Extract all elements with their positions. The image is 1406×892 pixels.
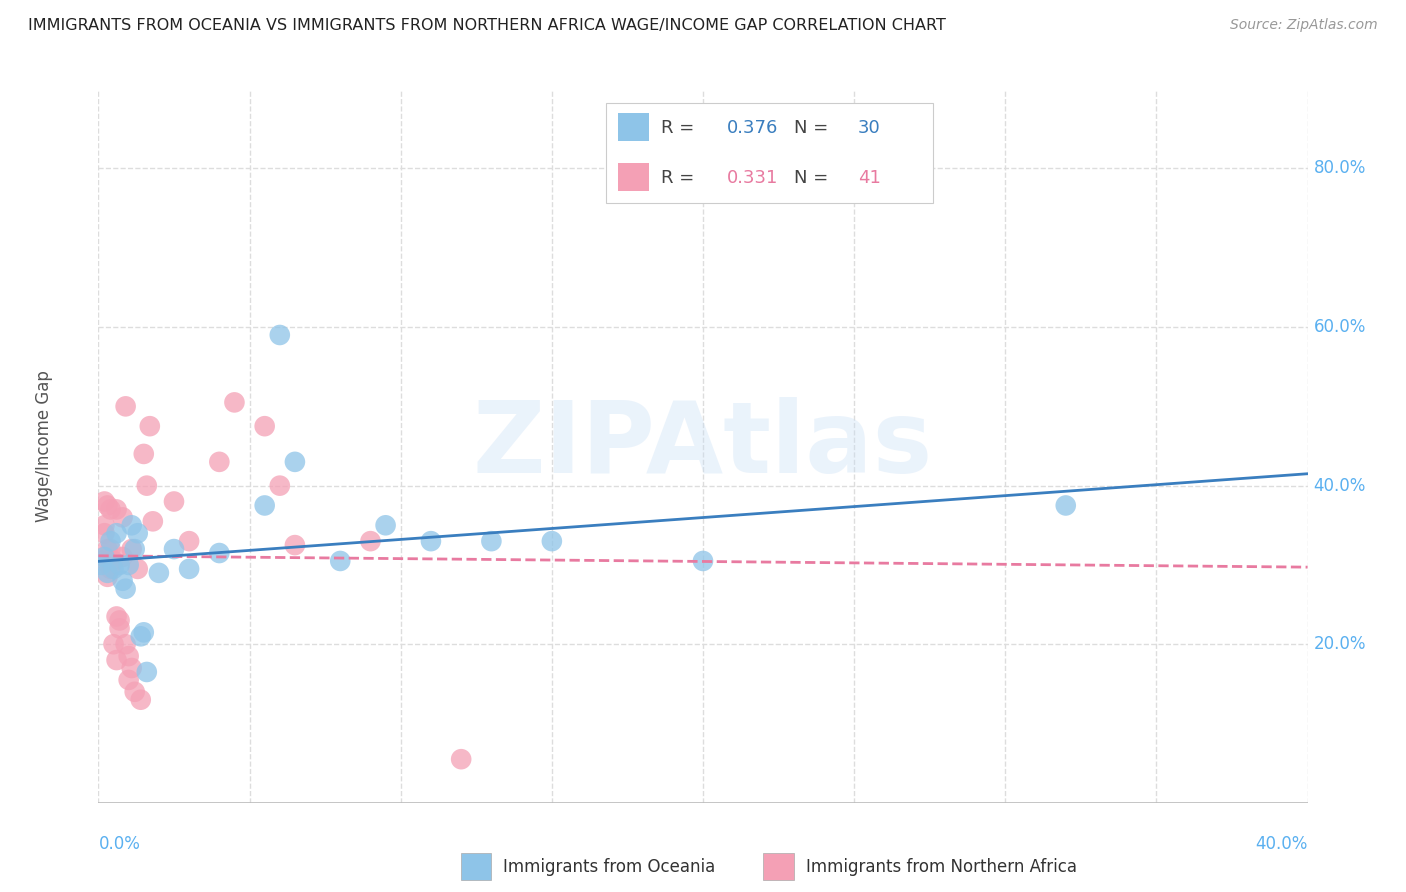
Point bbox=[90, 554, 112, 568]
Point bbox=[114, 637, 136, 651]
Text: R =: R = bbox=[661, 120, 700, 137]
Point bbox=[103, 562, 125, 576]
Point bbox=[124, 542, 146, 557]
Bar bbox=[619, 112, 648, 141]
Point bbox=[108, 614, 131, 628]
Point bbox=[105, 526, 128, 541]
Text: 40.0%: 40.0% bbox=[1256, 835, 1308, 853]
Point bbox=[481, 534, 503, 549]
Point bbox=[135, 665, 157, 679]
Point bbox=[374, 518, 396, 533]
Point bbox=[132, 625, 155, 640]
Point bbox=[148, 566, 170, 580]
Point bbox=[124, 685, 146, 699]
Text: 0.331: 0.331 bbox=[727, 169, 779, 187]
Point bbox=[118, 673, 141, 687]
Point bbox=[419, 534, 441, 549]
Text: IMMIGRANTS FROM OCEANIA VS IMMIGRANTS FROM NORTHERN AFRICA WAGE/INCOME GAP CORRE: IMMIGRANTS FROM OCEANIA VS IMMIGRANTS FR… bbox=[28, 18, 946, 33]
Point bbox=[105, 653, 128, 667]
Text: N =: N = bbox=[793, 120, 834, 137]
Text: 30: 30 bbox=[858, 120, 880, 137]
Bar bbox=[763, 853, 794, 880]
Point bbox=[1054, 499, 1077, 513]
Point bbox=[100, 502, 122, 516]
Point bbox=[142, 514, 165, 528]
Text: 40.0%: 40.0% bbox=[1313, 476, 1367, 495]
Point bbox=[114, 582, 136, 596]
Text: 20.0%: 20.0% bbox=[1313, 635, 1367, 653]
Point bbox=[129, 692, 152, 706]
Text: Wage/Income Gap: Wage/Income Gap bbox=[35, 370, 53, 522]
Point bbox=[100, 542, 122, 557]
Point bbox=[108, 621, 131, 635]
Point bbox=[269, 478, 291, 492]
Point bbox=[129, 629, 152, 643]
Text: 60.0%: 60.0% bbox=[1313, 318, 1367, 336]
Point bbox=[105, 502, 128, 516]
Point bbox=[111, 549, 134, 564]
Point bbox=[121, 661, 143, 675]
Text: 0.376: 0.376 bbox=[727, 120, 779, 137]
FancyBboxPatch shape bbox=[606, 103, 932, 203]
Point bbox=[269, 328, 291, 343]
Point bbox=[96, 566, 118, 580]
Point bbox=[177, 534, 201, 549]
Point bbox=[208, 455, 231, 469]
Point bbox=[114, 400, 136, 414]
Point bbox=[93, 526, 115, 541]
Point bbox=[93, 549, 115, 564]
Point bbox=[118, 558, 141, 572]
Point bbox=[692, 554, 714, 568]
Point bbox=[100, 534, 122, 549]
Point bbox=[127, 562, 149, 576]
Point bbox=[118, 649, 141, 664]
Text: 41: 41 bbox=[858, 169, 880, 187]
Point bbox=[450, 752, 472, 766]
Point bbox=[121, 542, 143, 557]
Point bbox=[96, 570, 118, 584]
Point bbox=[177, 562, 201, 576]
Point bbox=[121, 518, 143, 533]
Text: R =: R = bbox=[661, 169, 700, 187]
Text: 0.0%: 0.0% bbox=[98, 835, 141, 853]
Point bbox=[135, 478, 157, 492]
Bar bbox=[619, 162, 648, 191]
Point bbox=[111, 574, 134, 588]
Point bbox=[163, 542, 186, 557]
Text: Immigrants from Northern Africa: Immigrants from Northern Africa bbox=[806, 858, 1077, 876]
Point bbox=[127, 526, 149, 541]
Point bbox=[103, 637, 125, 651]
Point bbox=[284, 538, 307, 552]
Point bbox=[100, 562, 122, 576]
Point bbox=[103, 554, 125, 568]
Text: Immigrants from Oceania: Immigrants from Oceania bbox=[503, 858, 716, 876]
Point bbox=[540, 534, 562, 549]
Point bbox=[224, 395, 246, 409]
Text: Source: ZipAtlas.com: Source: ZipAtlas.com bbox=[1230, 18, 1378, 32]
Point bbox=[284, 455, 307, 469]
Point bbox=[360, 534, 382, 549]
Text: N =: N = bbox=[793, 169, 834, 187]
Text: ZIPAtlas: ZIPAtlas bbox=[472, 398, 934, 494]
Point bbox=[96, 542, 118, 557]
Point bbox=[208, 546, 231, 560]
Point bbox=[139, 419, 162, 434]
Point bbox=[132, 447, 155, 461]
Point bbox=[253, 499, 276, 513]
Point bbox=[253, 419, 276, 434]
Point bbox=[108, 558, 131, 572]
Point bbox=[329, 554, 352, 568]
Point bbox=[96, 499, 118, 513]
Point bbox=[105, 609, 128, 624]
Point bbox=[93, 518, 115, 533]
Point bbox=[163, 494, 186, 508]
Point bbox=[90, 558, 112, 572]
Point bbox=[111, 510, 134, 524]
Text: 80.0%: 80.0% bbox=[1313, 160, 1367, 178]
Bar bbox=[461, 853, 492, 880]
Point bbox=[93, 494, 115, 508]
